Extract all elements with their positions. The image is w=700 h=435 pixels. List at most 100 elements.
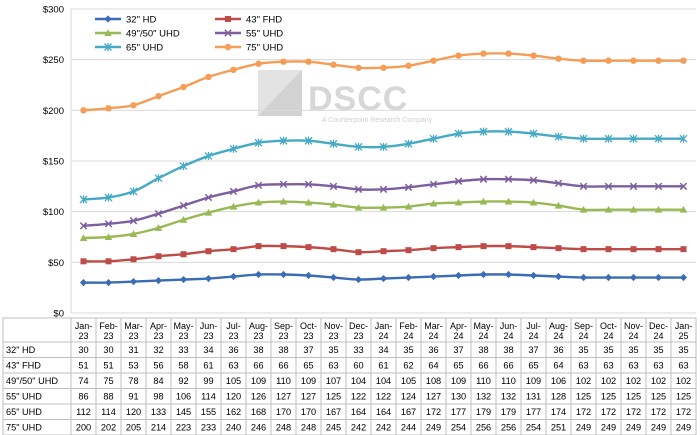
table-row-label: 49"/50" UHD xyxy=(6,376,58,386)
data-point xyxy=(629,205,638,213)
x-tick-label-year: 23 xyxy=(278,331,288,341)
data-point xyxy=(629,182,638,191)
data-point xyxy=(680,57,687,64)
data-point xyxy=(79,195,88,204)
data-point xyxy=(604,273,613,282)
data-point xyxy=(230,66,237,74)
data-point xyxy=(279,270,288,279)
table-cell: 249 xyxy=(576,423,591,433)
data-point xyxy=(529,129,538,138)
data-point xyxy=(629,134,638,143)
table-cell: 114 xyxy=(101,407,116,417)
table-cell: 249 xyxy=(651,423,666,433)
data-point xyxy=(579,134,588,143)
x-tick-label: Nov- xyxy=(324,321,343,331)
table-cell: 133 xyxy=(151,407,166,417)
legend-label: 65" UHD xyxy=(126,43,163,54)
legend-item: 32" HD xyxy=(95,15,156,26)
table-cell: 84 xyxy=(153,376,163,386)
data-point xyxy=(679,182,688,191)
data-point xyxy=(254,138,263,147)
table-cell: 249 xyxy=(626,423,641,433)
data-point xyxy=(204,151,213,160)
table-cell: 78 xyxy=(128,376,138,386)
table-cell: 66 xyxy=(278,361,288,371)
table-cell: 104 xyxy=(351,376,366,386)
data-point xyxy=(504,197,513,205)
x-tick-label: May- xyxy=(174,321,194,331)
table-cell: 130 xyxy=(451,392,466,402)
x-tick-label: Mar- xyxy=(124,321,143,331)
data-point xyxy=(654,134,663,143)
table-cell: 145 xyxy=(176,407,191,417)
x-tick-label: Jul- xyxy=(226,321,241,331)
legend-item: 49"/50" UHD xyxy=(95,29,180,40)
table-cell: 120 xyxy=(226,392,241,402)
series-square xyxy=(80,243,687,265)
table-cell: 162 xyxy=(226,407,241,417)
data-point xyxy=(554,179,563,188)
data-point xyxy=(130,102,137,109)
table-cell: 30 xyxy=(78,345,88,355)
table-cell: 251 xyxy=(551,423,566,433)
data-point xyxy=(654,182,663,191)
data-point xyxy=(555,55,562,62)
data-point xyxy=(479,175,488,183)
table-cell: 172 xyxy=(626,407,641,417)
table-cell: 35 xyxy=(653,345,663,355)
data-point xyxy=(105,105,112,112)
table-cell: 164 xyxy=(376,407,391,417)
x-tick-label: Nov- xyxy=(624,321,643,331)
table-cell: 132 xyxy=(501,392,516,402)
data-point xyxy=(354,275,363,284)
table-cell: 167 xyxy=(401,407,416,417)
data-point xyxy=(630,246,637,253)
table-cell: 132 xyxy=(476,392,491,402)
data-point xyxy=(105,258,112,265)
table-cell: 110 xyxy=(476,376,491,386)
legend-label: 43" FHD xyxy=(246,15,282,26)
table-cell: 202 xyxy=(101,423,116,433)
table-row-label: 32" HD xyxy=(6,345,36,355)
series-layer xyxy=(79,50,688,287)
series-x xyxy=(79,175,688,230)
data-point xyxy=(630,57,637,64)
x-tick-label: Jan- xyxy=(75,321,93,331)
table-cell: 125 xyxy=(626,392,641,402)
data-point xyxy=(354,185,363,194)
x-tick-label-year: 23 xyxy=(253,331,263,341)
data-point xyxy=(479,127,488,136)
table-cell: 63 xyxy=(653,361,663,371)
x-tick-label-year: 24 xyxy=(428,331,438,341)
data-point xyxy=(129,277,138,286)
legend-marker xyxy=(224,43,232,51)
table-cell: 65 xyxy=(453,361,463,371)
table-cell: 61 xyxy=(203,361,213,371)
table-cell: 86 xyxy=(78,392,88,402)
watermark: DSCC A Counterpoint Research Company xyxy=(258,70,433,124)
data-point xyxy=(505,243,512,250)
table-cell: 33 xyxy=(178,345,188,355)
table-cell: 172 xyxy=(576,407,591,417)
data-point xyxy=(379,142,388,151)
table-row-label: 55" UHD xyxy=(6,392,42,402)
table-cell: 110 xyxy=(501,376,516,386)
data-point xyxy=(230,246,237,253)
data-point xyxy=(504,175,513,183)
watermark-logo-notch xyxy=(258,70,302,116)
table-cell: 249 xyxy=(426,423,441,433)
data-point xyxy=(154,224,163,231)
table-cell: 63 xyxy=(603,361,613,371)
x-tick-label: Apr- xyxy=(150,321,167,331)
x-tick-label-year: 23 xyxy=(103,331,113,341)
table-cell: 125 xyxy=(601,392,616,402)
data-point xyxy=(229,272,238,281)
table-cell: 104 xyxy=(376,376,391,386)
data-point xyxy=(480,243,487,250)
data-point xyxy=(679,273,688,282)
data-point xyxy=(455,244,462,251)
table-cell: 66 xyxy=(503,361,513,371)
data-point xyxy=(605,57,612,64)
data-point xyxy=(579,205,588,213)
